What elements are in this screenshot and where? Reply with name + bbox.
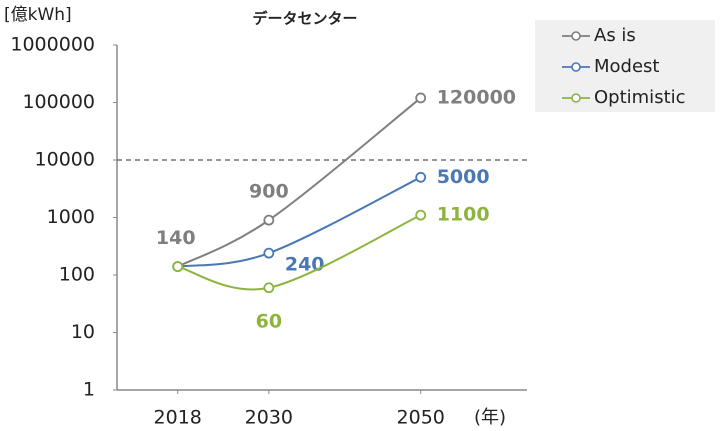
- data-point: [263, 214, 275, 226]
- x-tick-label: 2018: [154, 407, 202, 429]
- y-tick-label: 1: [83, 379, 95, 401]
- data-label: 240: [285, 254, 325, 276]
- data-point: [415, 92, 427, 104]
- data-point: [172, 261, 184, 272]
- y-tick-label: 1000: [47, 206, 95, 228]
- x-tick-label: 2050: [397, 407, 445, 429]
- y-tick-label: 100000: [22, 91, 95, 113]
- data-label: 900: [249, 181, 289, 203]
- x-tick-label: 2030: [245, 407, 293, 429]
- data-label: 5000: [437, 166, 490, 188]
- legend-marker: [571, 31, 581, 41]
- data-label: 60: [256, 310, 282, 332]
- y-axis-label: [億kWh]: [4, 5, 72, 25]
- y-tick-label: 100: [59, 264, 95, 286]
- series-line: [177, 176, 422, 268]
- chart-title: データセンター: [252, 10, 357, 28]
- legend-label: As is: [594, 25, 636, 46]
- data-point: [415, 209, 427, 221]
- legend-marker: [571, 93, 581, 103]
- data-label: 1100: [437, 204, 490, 226]
- data-label: 140: [156, 227, 196, 249]
- data-label: 120000: [437, 86, 516, 108]
- data-point: [263, 282, 275, 294]
- data-point: [415, 171, 427, 183]
- legend-label: Modest: [594, 56, 659, 77]
- data-point: [263, 247, 275, 259]
- y-tick-label: 10000: [35, 149, 95, 171]
- legend-marker: [571, 62, 581, 72]
- series-line: [177, 97, 422, 268]
- y-tick-label: 10: [71, 321, 95, 343]
- legend-label: Optimistic: [594, 87, 686, 108]
- y-tick-label: 1000000: [10, 34, 95, 56]
- series-line: [177, 214, 422, 291]
- x-axis-label: (年): [474, 407, 506, 428]
